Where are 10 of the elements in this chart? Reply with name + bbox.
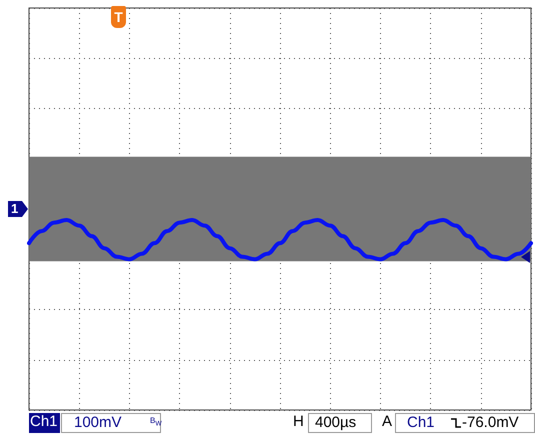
text: H [293, 413, 304, 432]
text: Ch1 [407, 414, 435, 431]
text: 1 [8, 201, 28, 217]
text: -76.0mV [462, 414, 519, 432]
text: B$_{W}$ [150, 415, 162, 430]
text: T [111, 6, 126, 28]
text: 100mV [74, 414, 122, 431]
text: 400µs [308, 413, 372, 433]
text: Ch1 [29, 413, 60, 433]
text: A [382, 413, 392, 432]
